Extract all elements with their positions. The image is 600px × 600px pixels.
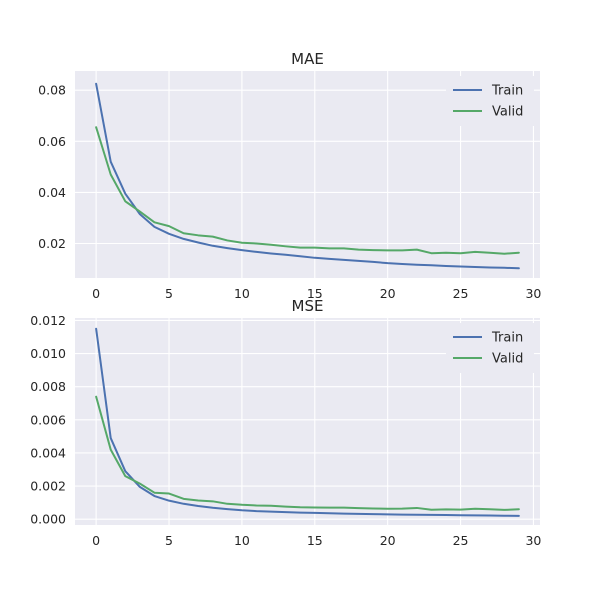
mse-x-tick-label: 0	[92, 533, 100, 548]
mae-x-tick-label: 30	[525, 286, 541, 301]
mse-x-tick-label: 5	[165, 533, 173, 548]
mse-legend: Train Valid	[446, 323, 534, 373]
mae-y-tick-label: 0.02	[38, 236, 66, 251]
mse-x-tick-label: 25	[453, 533, 469, 548]
mae-lines	[95, 82, 520, 270]
mse-valid-line	[95, 395, 520, 511]
mae-title: MAE	[291, 50, 324, 68]
mae-x-tick-label: 15	[307, 286, 323, 301]
mse-train-line	[95, 327, 520, 517]
mse-x-tick-label: 20	[380, 533, 396, 548]
mae-x-tick-label: 25	[453, 286, 469, 301]
mae-x-tick-label: 0	[92, 286, 100, 301]
mse-chart: 0 5 10 15 20 25 30 0.000 0.002 0.004 0.006 0.008 0.0…	[30, 297, 541, 548]
mse-lines	[95, 327, 520, 517]
mae-chart: 0 5 10 15 20 25 30 0.02 0.04 0.06 0.08 MAE Train V…	[38, 50, 541, 301]
mae-y-tick-label: 0.04	[38, 185, 66, 200]
mse-title: MSE	[292, 297, 324, 315]
mse-x-tick-label: 15	[307, 533, 323, 548]
mse-y-tick-label: 0.002	[30, 479, 66, 494]
mse-x-tick-label: 30	[525, 533, 541, 548]
mse-y-tick-label: 0.000	[30, 512, 66, 527]
mae-legend-box	[446, 76, 534, 126]
mae-legend-train-label: Train	[491, 84, 523, 99]
mae-tick-labels: 0 5 10 15 20 25 30 0.02 0.04 0.06 0.08	[38, 83, 541, 301]
mse-legend-valid-label: Valid	[492, 352, 523, 367]
mse-x-tick-label: 10	[234, 533, 250, 548]
mse-y-tick-label: 0.006	[30, 412, 66, 427]
mae-x-tick-label: 20	[380, 286, 396, 301]
mse-y-tick-label: 0.010	[30, 346, 66, 361]
mse-y-tick-label: 0.012	[30, 313, 66, 328]
mae-x-tick-label: 5	[165, 286, 173, 301]
mse-y-tick-label: 0.004	[30, 445, 66, 460]
mae-train-line	[95, 82, 520, 270]
mse-legend-box	[446, 323, 534, 373]
mae-legend: Train Valid	[446, 76, 534, 126]
mse-y-tick-label: 0.008	[30, 379, 66, 394]
mae-y-tick-label: 0.06	[38, 134, 66, 149]
mae-x-tick-label: 10	[234, 286, 250, 301]
mae-y-tick-label: 0.08	[38, 83, 66, 98]
mae-legend-valid-label: Valid	[492, 105, 523, 120]
mae-valid-line	[95, 126, 520, 255]
mse-legend-train-label: Train	[491, 331, 523, 346]
mse-tick-labels: 0 5 10 15 20 25 30 0.000 0.002 0.004 0.006 0.008 0.0…	[30, 313, 541, 548]
